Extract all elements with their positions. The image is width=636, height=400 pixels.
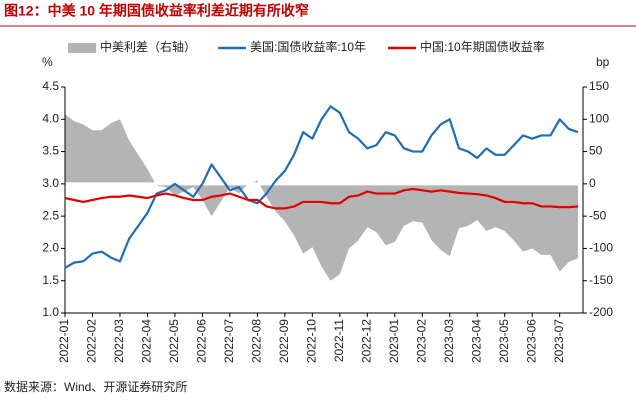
x-tick-label: 2022-11 [332,319,346,362]
x-tick-label: 2022-08 [250,319,264,363]
legend-swatch [68,43,96,53]
x-tick-label: 2022-09 [277,319,291,363]
y-tick-label: 2.5 [42,208,59,222]
x-tick-label: 2022-06 [195,319,209,363]
y2-tick-label: -100 [589,241,613,255]
x-tick-label: 2023-04 [469,319,483,363]
y-tick-label: 4.5 [42,79,59,93]
y2-tick-label: 100 [589,111,609,125]
x-tick-label: 2022-12 [359,319,373,363]
x-tick-label: 2022-03 [112,319,126,363]
y2-tick-label: -200 [589,305,613,319]
legend-label: 中美利差（右轴） [100,39,196,54]
x-tick-label: 2023-02 [414,319,428,363]
y-tick-label: 2.0 [42,241,59,255]
y-axis-label: % [42,55,53,69]
y-tick-label: 3.5 [42,144,59,158]
y2-tick-label: -50 [589,208,607,222]
y2-tick-label: 150 [589,79,609,93]
x-tick-label: 2023-05 [497,319,511,363]
y-tick-label: 1.0 [42,305,59,319]
y2-axis-label: bp [596,55,610,69]
x-tick-label: 2022-07 [222,319,236,363]
y2-tick-label: 0 [589,176,596,190]
x-tick-label: 2023-01 [387,319,401,363]
line [64,105,579,269]
y-tick-label: 3.0 [42,176,59,190]
x-tick-label: 2023-03 [442,319,456,363]
y-tick-label: 4.0 [42,111,59,125]
source: 数据来源：Wind、开源证券研究所 [4,379,187,394]
line [64,187,579,210]
x-tick-label: 2022-05 [167,319,181,363]
area [65,114,578,281]
y2-tick-label: 50 [589,144,603,158]
x-tick-label: 2022-02 [85,319,99,363]
legend-label: 美国:国债收益率:10年 [250,39,366,54]
legend-label: 中国:10年期国债收益率 [420,39,545,54]
x-tick-label: 2022-01 [57,319,71,363]
x-tick-label: 2023-07 [552,319,566,363]
x-tick-label: 2023-06 [524,319,538,363]
x-tick-label: 2022-04 [140,319,154,363]
chart-title: 图12：中美 10 年期国债收益率利差近期有所收窄 [4,3,309,19]
x-tick-label: 2022-10 [305,319,319,363]
y-tick-label: 1.5 [42,273,59,287]
y2-tick-label: -150 [589,273,613,287]
